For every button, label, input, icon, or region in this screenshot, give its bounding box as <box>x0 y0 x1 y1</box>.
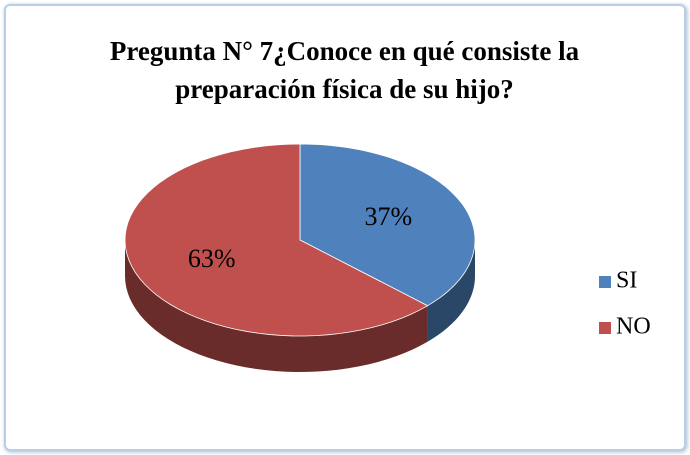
legend-label: NO <box>616 314 651 340</box>
slice-side <box>125 240 428 372</box>
legend-label: SI <box>616 268 637 294</box>
chart-title: Pregunta N° 7¿Conoce en qué consiste la … <box>109 36 580 104</box>
data-label: 37% <box>364 202 412 231</box>
data-label: 63% <box>188 244 236 273</box>
slice <box>299 143 476 307</box>
slice-side <box>427 240 475 342</box>
slice <box>124 143 429 337</box>
legend-swatch <box>599 276 611 288</box>
legend-swatch <box>599 322 611 334</box>
